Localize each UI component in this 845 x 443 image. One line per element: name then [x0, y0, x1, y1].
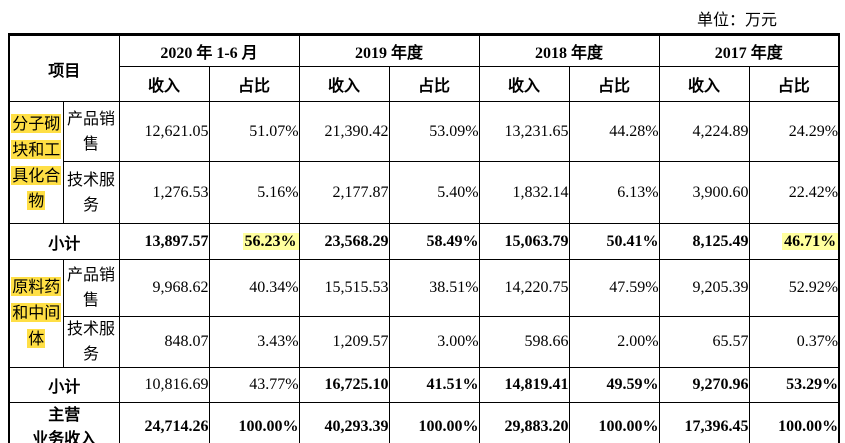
cell-ratio: 40.34%: [208, 259, 300, 317]
cell-ratio: 51.07%: [208, 101, 300, 162]
subtotal-label: 小计: [8, 366, 120, 403]
revenue-header-2017: 收入: [658, 66, 750, 102]
item-header: 项目: [8, 33, 120, 102]
cell-revenue: 24,714.26: [118, 401, 210, 443]
total-row: 主营 业务收入 24,714.26 100.00% 40,293.39 100.…: [8, 401, 840, 443]
revenue-header-2020: 收入: [118, 66, 210, 102]
cell-ratio-highlighted: 46.71%: [748, 223, 840, 260]
period-header-2020: 2020 年 1-6 月: [118, 33, 300, 67]
total-label-line1: 主营: [48, 405, 81, 425]
table-row: 技术服务 1,276.53 5.16% 2,177.87 5.40% 1,832…: [9, 161, 840, 224]
cell-ratio: 58.49%: [388, 223, 480, 260]
cell-ratio: 44.28%: [568, 101, 660, 162]
cell-ratio: 100.00%: [748, 401, 840, 443]
revenue-header-2018: 收入: [478, 66, 570, 102]
cell-revenue: 9,270.96: [658, 366, 750, 403]
unit-label: 单位：万元: [696, 10, 777, 29]
cell-revenue: 8,125.49: [658, 223, 750, 260]
cell-ratio: 47.59%: [568, 259, 660, 317]
cell-ratio: 43.77%: [208, 366, 300, 403]
revenue-header-2019: 收入: [298, 66, 390, 102]
cell-ratio: 5.40%: [388, 161, 480, 224]
cell-ratio: 52.92%: [748, 259, 840, 317]
header-row-measures: 收入 占比 收入 占比 收入 占比 收入 占比: [9, 66, 840, 102]
cell-revenue: 1,209.57: [298, 316, 390, 368]
cell-revenue: 14,220.75: [478, 259, 570, 317]
cell-ratio-highlighted: 56.23%: [208, 223, 300, 260]
cell-ratio: 49.59%: [568, 366, 660, 403]
table-row: 技术服务 848.07 3.43% 1,209.57 3.00% 598.66 …: [9, 316, 840, 368]
cell-ratio: 100.00%: [388, 401, 480, 443]
cell-ratio: 100.00%: [208, 401, 300, 443]
cell-ratio: 5.16%: [208, 161, 300, 224]
cell-revenue: 29,883.20: [478, 401, 570, 443]
cell-revenue: 9,968.62: [118, 259, 210, 317]
cell-revenue: 1,832.14: [478, 161, 570, 224]
cell-ratio: 41.51%: [388, 366, 480, 403]
period-header-2018: 2018 年度: [478, 33, 660, 67]
cell-revenue: 13,897.57: [118, 223, 210, 260]
cell-ratio: 53.29%: [748, 366, 840, 403]
cell-ratio: 24.29%: [748, 101, 840, 162]
cell-revenue: 2,177.87: [298, 161, 390, 224]
ratio-header-2020: 占比: [208, 66, 300, 102]
cell-revenue: 15,515.53: [298, 259, 390, 317]
revenue-table: 项目 2020 年 1-6 月 2019 年度 2018 年度 2017 年度 …: [8, 33, 841, 443]
cell-ratio: 22.42%: [748, 161, 840, 224]
cell-ratio: 3.00%: [388, 316, 480, 368]
cell-revenue: 14,819.41: [478, 366, 570, 403]
row-label-product-sales: 产品销售: [62, 259, 120, 317]
header-row-periods: 项目 2020 年 1-6 月 2019 年度 2018 年度 2017 年度: [8, 33, 840, 102]
cell-ratio: 0.37%: [748, 316, 840, 368]
cell-revenue: 23,568.29: [298, 223, 390, 260]
ratio-header-2017: 占比: [748, 66, 840, 102]
total-label-line2: 业务收入: [32, 428, 97, 443]
cell-revenue: 13,231.65: [478, 101, 570, 162]
cell-revenue: 40,293.39: [298, 401, 390, 443]
cell-revenue: 15,063.79: [478, 223, 570, 260]
cell-revenue: 65.57: [658, 316, 750, 368]
total-label: 主营 业务收入: [8, 401, 120, 443]
highlighted-group-name: 原料药和中间体: [11, 277, 62, 349]
cell-revenue: 10,816.69: [118, 366, 210, 403]
cell-revenue: 598.66: [478, 316, 570, 368]
subtotal-row: 小计 10,816.69 43.77% 16,725.10 41.51% 14,…: [8, 366, 840, 403]
highlighted-group-name: 分子砌块和工具化合物: [11, 113, 62, 211]
cell-revenue: 9,205.39: [658, 259, 750, 317]
cell-revenue: 16,725.10: [298, 366, 390, 403]
row-label-technical-services: 技术服务: [62, 161, 120, 224]
group-label-api-intermediates: 原料药和中间体: [8, 259, 64, 368]
cell-revenue: 848.07: [118, 316, 210, 368]
cell-ratio: 3.43%: [208, 316, 300, 368]
ratio-header-2018: 占比: [568, 66, 660, 102]
cell-revenue: 12,621.05: [118, 101, 210, 162]
group-label-molecular-blocks: 分子砌块和工具化合物: [8, 101, 64, 224]
table-row: 原料药和中间体 产品销售 9,968.62 40.34% 15,515.53 3…: [8, 259, 840, 368]
cell-revenue: 4,224.89: [658, 101, 750, 162]
cell-revenue: 1,276.53: [118, 161, 210, 224]
cell-ratio: 2.00%: [568, 316, 660, 368]
table-row: 分子砌块和工具化合物 产品销售 12,621.05 51.07% 21,390.…: [8, 101, 840, 224]
ratio-header-2019: 占比: [388, 66, 480, 102]
cell-ratio: 100.00%: [568, 401, 660, 443]
row-label-product-sales: 产品销售: [62, 101, 120, 162]
cell-revenue: 3,900.60: [658, 161, 750, 224]
cell-ratio: 53.09%: [388, 101, 480, 162]
cell-ratio: 6.13%: [568, 161, 660, 224]
cell-ratio: 50.41%: [568, 223, 660, 260]
cell-ratio: 38.51%: [388, 259, 480, 317]
cell-revenue: 17,396.45: [658, 401, 750, 443]
subtotal-label: 小计: [8, 223, 120, 260]
row-label-technical-services: 技术服务: [62, 316, 120, 368]
period-header-2017: 2017 年度: [658, 33, 840, 67]
subtotal-row: 小计 13,897.57 56.23% 23,568.29 58.49% 15,…: [8, 223, 840, 260]
period-header-2019: 2019 年度: [298, 33, 480, 67]
cell-revenue: 21,390.42: [298, 101, 390, 162]
